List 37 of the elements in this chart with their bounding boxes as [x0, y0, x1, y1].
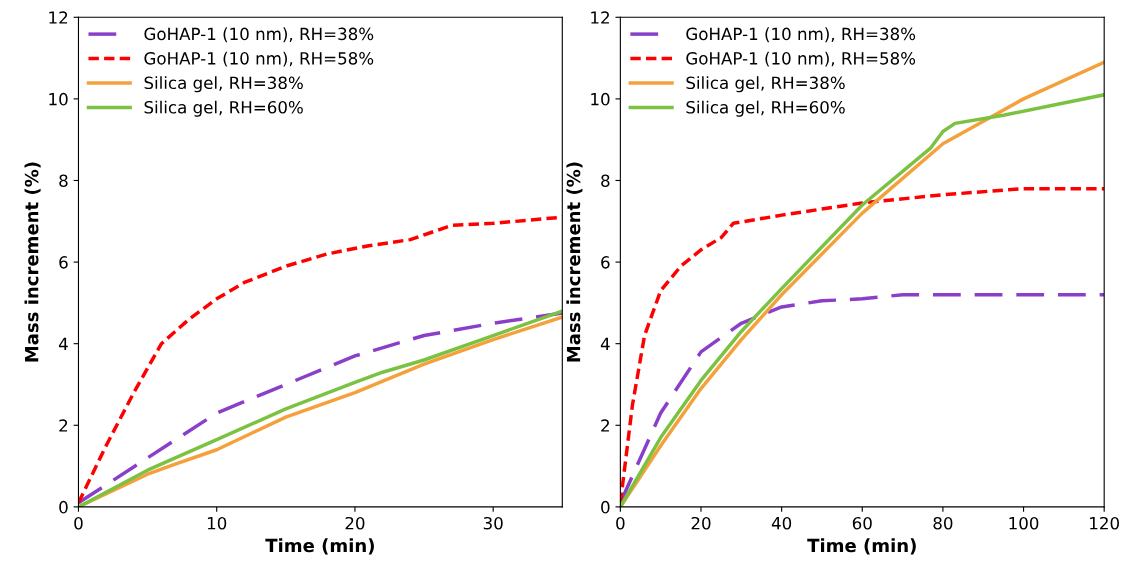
x-tick-label: 30 — [483, 516, 503, 530]
x-tick-label: 60 — [852, 516, 872, 530]
y-axis-title: Mass increment (%) — [566, 162, 583, 362]
x-tick-label: 100 — [1009, 516, 1039, 530]
legend-label: Silica gel, RH=38% — [144, 76, 303, 93]
x-tick-label: 10 — [207, 516, 227, 530]
x-tick-label: 20 — [345, 516, 365, 530]
legend-label: Silica gel, RH=60% — [686, 100, 845, 117]
y-tick-label: 2 — [59, 419, 68, 432]
legend-label: Silica gel, RH=38% — [686, 76, 845, 93]
legend-label: GoHAP-1 (10 nm), RH=58% — [686, 51, 916, 67]
legend-label: Silica gel, RH=60% — [144, 100, 303, 117]
y-tick-label: 12 — [49, 11, 68, 24]
y-tick-label: 4 — [600, 337, 610, 351]
legend-label: GoHAP-1 (10 nm), RH=58% — [144, 51, 374, 67]
x-tick-label: 40 — [771, 516, 792, 530]
legend-label: GoHAP-1 (10 nm), RH=38% — [144, 27, 374, 43]
legend-label: GoHAP-1 (10 nm), RH=38% — [686, 27, 916, 43]
y-tick-label: 0 — [59, 500, 68, 514]
y-tick-label: 8 — [601, 174, 610, 188]
y-tick-label: 6 — [59, 256, 68, 269]
y-axis-title: Mass increment (%) — [24, 162, 41, 362]
x-tick-label: 80 — [933, 516, 953, 530]
y-tick-label: 6 — [601, 256, 610, 269]
y-tick-label: 10 — [49, 92, 68, 106]
y-tick-label: 10 — [591, 92, 610, 106]
y-tick-label: 12 — [591, 11, 609, 24]
y-tick-label: 0 — [601, 500, 610, 514]
x-tick-label: 20 — [691, 516, 711, 530]
y-tick-label: 8 — [59, 174, 68, 188]
y-tick-label: 4 — [58, 337, 68, 351]
x-axis-title: Time (min) — [807, 538, 916, 555]
x-tick-label: 120 — [1090, 516, 1119, 530]
x-axis-title: Time (min) — [265, 538, 374, 555]
x-tick-label: 0 — [74, 516, 83, 530]
x-tick-label: 0 — [616, 516, 625, 530]
y-tick-label: 2 — [601, 419, 609, 432]
